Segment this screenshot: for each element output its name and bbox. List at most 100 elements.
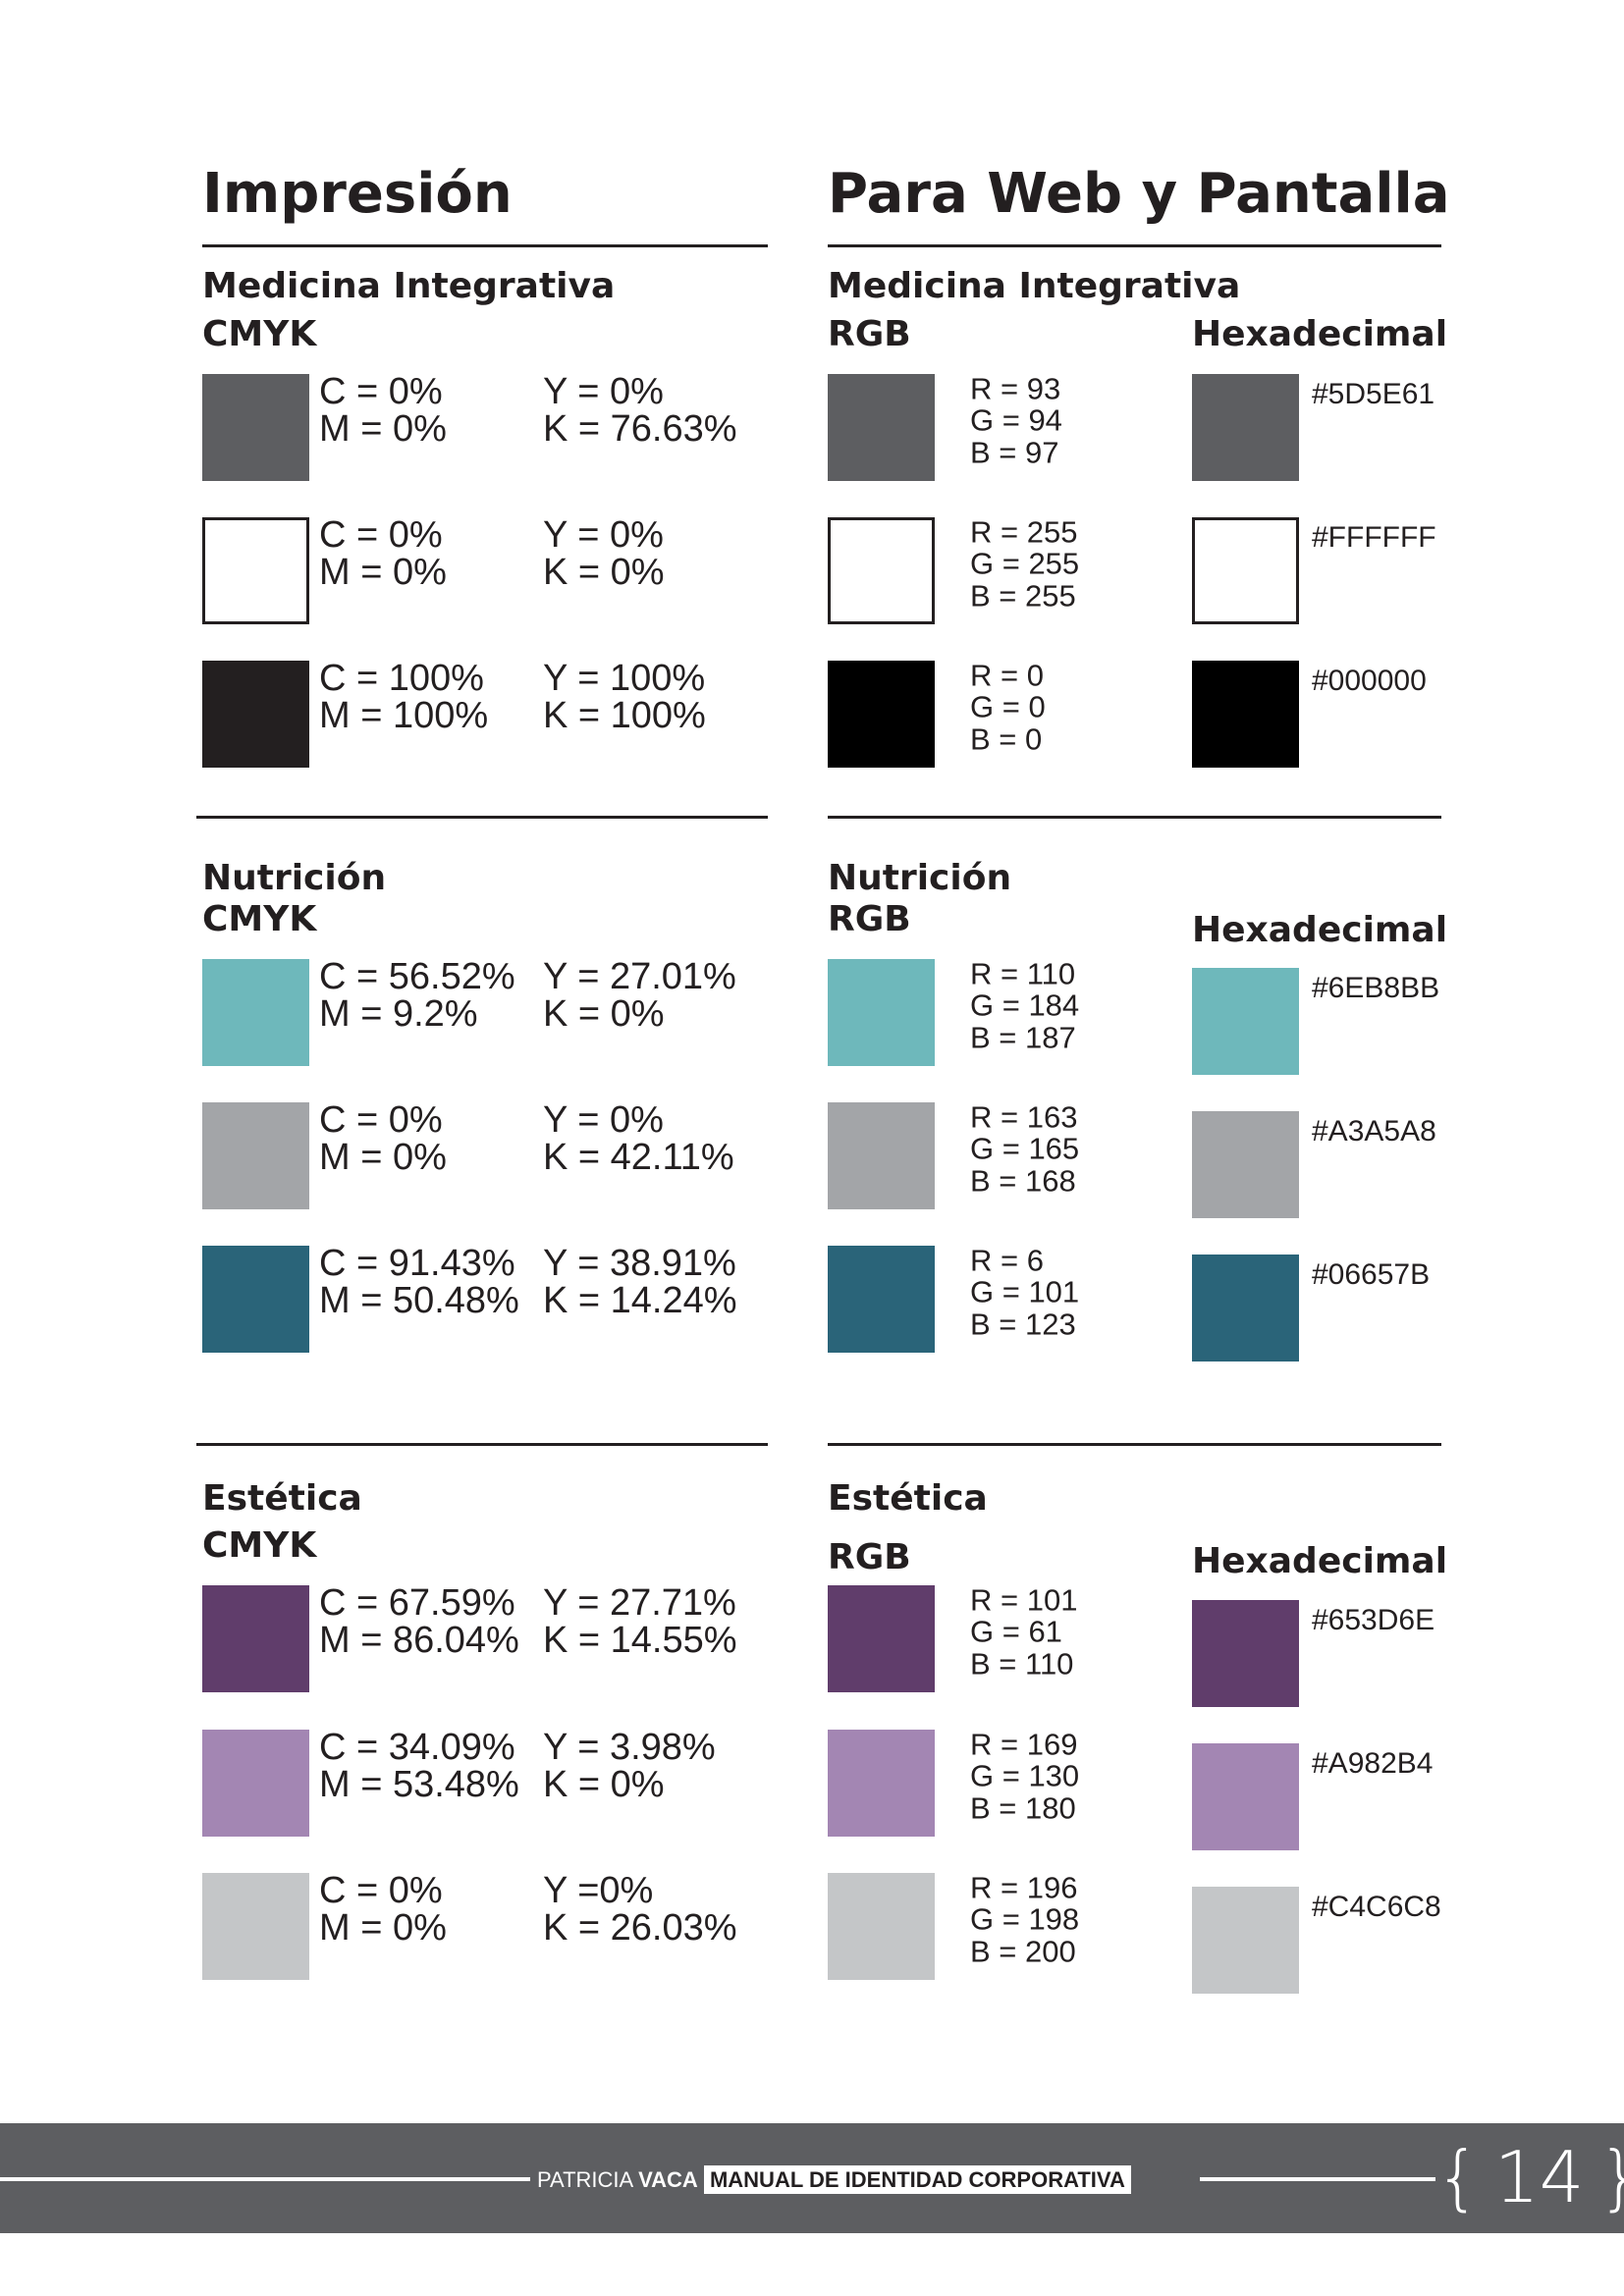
rgb-value: G = 0 [970, 689, 1046, 724]
brand-name: Estética [828, 1478, 988, 1519]
color-model: CMYK [202, 899, 317, 939]
color-model: CMYK [202, 314, 317, 354]
page-number: {14} [1435, 2142, 1624, 2213]
cmyk-value: C = 100% [319, 658, 484, 699]
swatch [202, 1246, 309, 1353]
swatch [828, 1730, 935, 1837]
section-title: Impresión [202, 162, 513, 226]
swatch [1192, 517, 1299, 624]
hex-value: #FFFFFF [1312, 521, 1436, 554]
rule [828, 816, 1441, 819]
brand-name: Nutrición [202, 858, 387, 898]
cmyk-value: C = 34.09% [319, 1727, 515, 1768]
cmyk-value: Y =0% [543, 1870, 654, 1911]
rgb-value: B = 200 [970, 1934, 1076, 1969]
manual-title: MANUAL DE IDENTIDAD CORPORATIVA [703, 2165, 1131, 2194]
cmyk-value: K = 14.55% [543, 1620, 737, 1661]
cmyk-value: M = 100% [319, 695, 489, 736]
rgb-value: B = 0 [970, 721, 1043, 757]
cmyk-value: Y = 0% [543, 514, 664, 556]
swatch [828, 959, 935, 1066]
rgb-value: G = 130 [970, 1758, 1080, 1793]
rgb-value: G = 94 [970, 402, 1062, 438]
rgb-value: R = 93 [970, 371, 1061, 406]
rgb-value: B = 180 [970, 1790, 1076, 1826]
cmyk-value: M = 0% [319, 1907, 447, 1949]
hex-value: #A3A5A8 [1312, 1115, 1436, 1148]
cmyk-value: M = 0% [319, 552, 447, 593]
cmyk-value: K = 0% [543, 552, 665, 593]
color-model: RGB [828, 314, 911, 354]
cmyk-value: Y = 27.71% [543, 1582, 736, 1624]
rgb-value: R = 0 [970, 658, 1044, 693]
cmyk-value: Y = 0% [543, 1099, 664, 1141]
cmyk-value: K = 42.11% [543, 1137, 734, 1178]
hex-value: #06657B [1312, 1258, 1431, 1291]
cmyk-value: C = 67.59% [319, 1582, 515, 1624]
rgb-value: G = 184 [970, 988, 1080, 1023]
brace: } [1597, 2136, 1624, 2218]
footer-line [0, 2177, 530, 2181]
swatch [1192, 1600, 1299, 1707]
footer-brand: PATRICIA VACA MANUAL DE IDENTIDAD CORPOR… [537, 2165, 1131, 2194]
hex-heading: Hexadecimal [1192, 1541, 1448, 1581]
cmyk-value: C = 56.52% [319, 956, 515, 997]
hex-value: #653D6E [1312, 1604, 1435, 1636]
rule [828, 244, 1441, 247]
rule [828, 1443, 1441, 1446]
cmyk-value: K = 26.03% [543, 1907, 737, 1949]
cmyk-value: K = 76.63% [543, 408, 737, 450]
swatch [828, 1873, 935, 1980]
page-num: 14 [1493, 2136, 1585, 2218]
swatch [828, 1585, 935, 1692]
swatch [202, 517, 309, 624]
cmyk-value: Y = 0% [543, 371, 664, 412]
rgb-value: G = 165 [970, 1131, 1080, 1166]
cmyk-value: C = 0% [319, 514, 443, 556]
hex-heading: Hexadecimal [1192, 314, 1448, 354]
hex-heading: Hexadecimal [1192, 910, 1448, 950]
footer-line [1200, 2177, 1435, 2181]
rgb-value: R = 101 [970, 1582, 1078, 1618]
rgb-value: B = 255 [970, 578, 1076, 614]
swatch [202, 1873, 309, 1980]
cmyk-value: M = 0% [319, 1137, 447, 1178]
swatch [202, 1730, 309, 1837]
brand-first: PATRICIA [537, 2167, 632, 2192]
cmyk-value: K = 0% [543, 1764, 665, 1805]
brand-name: Medicina Integrativa [202, 266, 616, 306]
rgb-value: B = 123 [970, 1307, 1076, 1342]
cmyk-value: M = 0% [319, 408, 447, 450]
rgb-value: G = 101 [970, 1274, 1080, 1309]
swatch [1192, 374, 1299, 481]
hex-value: #6EB8BB [1312, 972, 1440, 1004]
rgb-value: G = 255 [970, 546, 1080, 581]
rule [202, 244, 768, 247]
color-model: RGB [828, 1537, 911, 1577]
cmyk-value: Y = 100% [543, 658, 706, 699]
cmyk-value: K = 0% [543, 993, 665, 1035]
swatch [202, 1585, 309, 1692]
swatch [1192, 1255, 1299, 1362]
rgb-value: R = 6 [970, 1243, 1044, 1278]
swatch [1192, 968, 1299, 1075]
swatch [1192, 661, 1299, 768]
rgb-value: R = 196 [970, 1870, 1078, 1905]
rule [196, 1443, 768, 1446]
rgb-value: B = 187 [970, 1020, 1076, 1055]
swatch [828, 1246, 935, 1353]
swatch [1192, 1111, 1299, 1218]
cmyk-value: M = 53.48% [319, 1764, 519, 1805]
cmyk-value: M = 9.2% [319, 993, 478, 1035]
swatch [1192, 1743, 1299, 1850]
swatch [202, 959, 309, 1066]
color-model: CMYK [202, 1525, 317, 1566]
swatch [828, 1102, 935, 1209]
cmyk-value: Y = 27.01% [543, 956, 736, 997]
brand-name: Nutrición [828, 858, 1012, 898]
brace: { [1435, 2136, 1481, 2218]
section-title: Para Web y Pantalla [828, 162, 1450, 226]
swatch [202, 661, 309, 768]
rgb-value: B = 168 [970, 1163, 1076, 1199]
